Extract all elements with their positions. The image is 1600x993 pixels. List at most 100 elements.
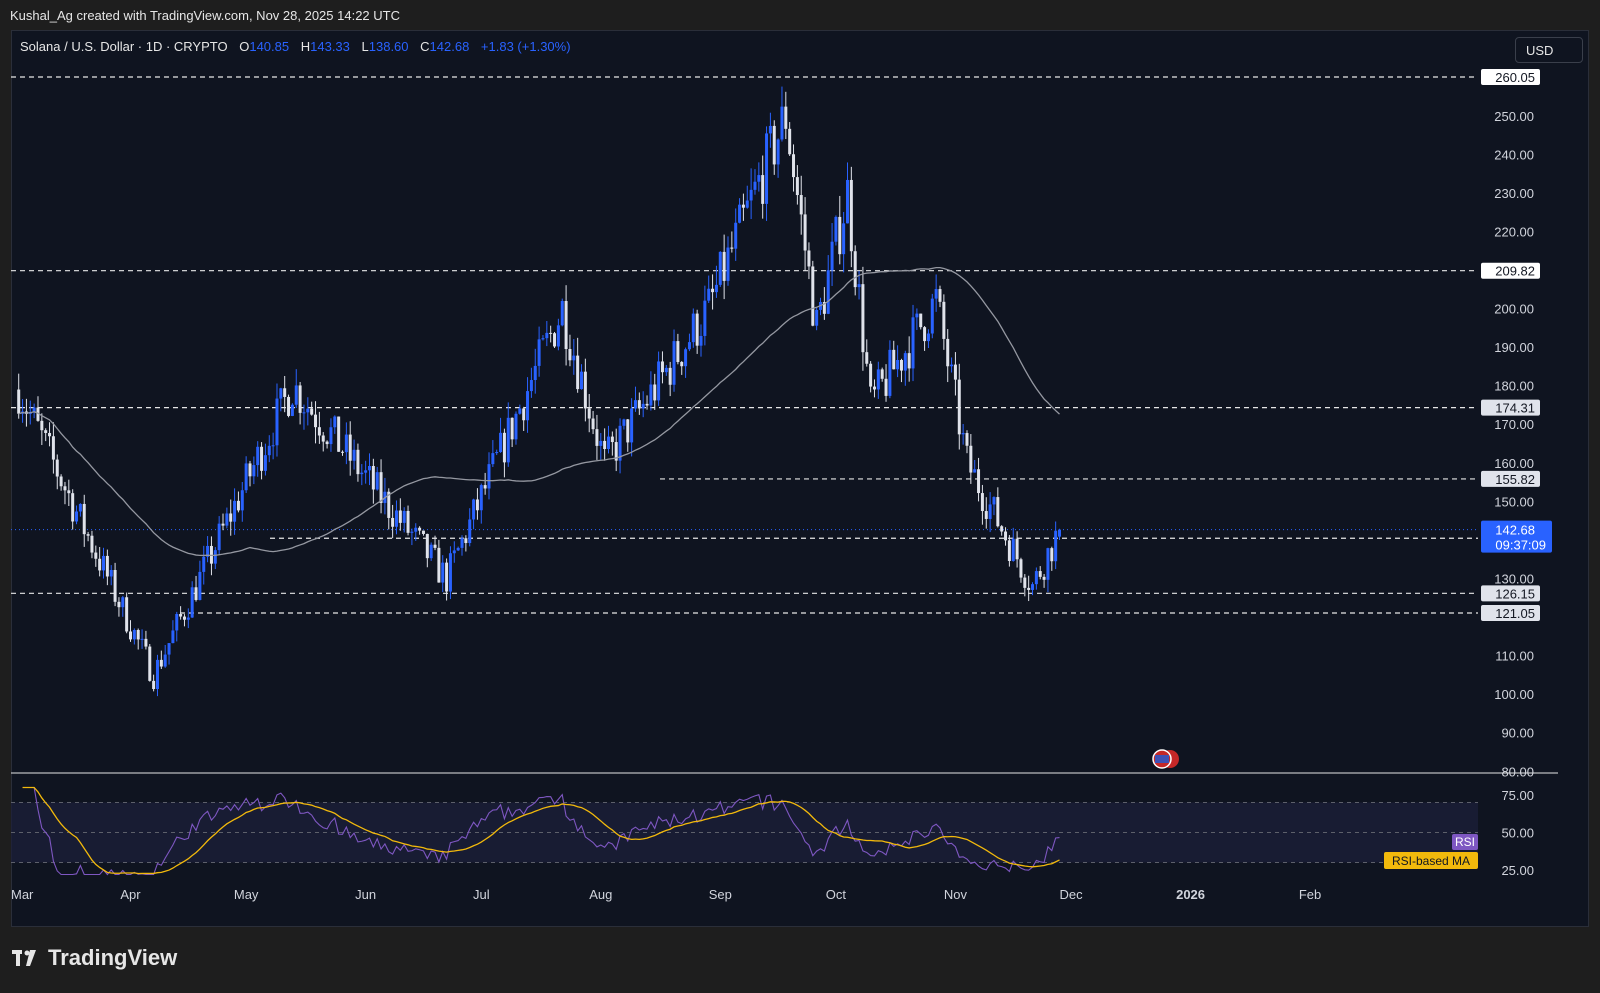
candle-body bbox=[479, 485, 483, 511]
candle-body bbox=[333, 416, 337, 428]
candle-body bbox=[861, 284, 865, 353]
candle-body bbox=[344, 434, 348, 453]
candle-body bbox=[606, 436, 610, 449]
candle-body bbox=[356, 449, 360, 475]
candle-body bbox=[1004, 531, 1008, 541]
rsi-tick: 25.00 bbox=[1501, 863, 1534, 878]
candle-body bbox=[213, 550, 217, 564]
candle-body bbox=[44, 430, 48, 433]
tradingview-logo[interactable]: TradingView bbox=[12, 945, 177, 971]
candle-body bbox=[795, 177, 799, 196]
rsi-band-fill bbox=[11, 802, 1478, 863]
candle-body bbox=[765, 133, 769, 204]
time-label: Aug bbox=[589, 887, 612, 902]
candle-body bbox=[1007, 540, 1011, 561]
candle-body bbox=[252, 465, 256, 477]
price-tick: 180.00 bbox=[1494, 379, 1534, 394]
candle-body bbox=[275, 398, 279, 446]
candle-body bbox=[317, 427, 321, 436]
candle-body bbox=[86, 534, 90, 536]
candle-body bbox=[55, 459, 59, 477]
price-tick: 240.00 bbox=[1494, 147, 1534, 162]
candle-body bbox=[668, 367, 672, 385]
us-flag-icon-canton bbox=[1155, 755, 1169, 763]
rsi-pane: RSI RSI-based MA bbox=[22, 786, 1478, 876]
candle-body bbox=[950, 364, 954, 367]
candle-body bbox=[175, 614, 179, 631]
symbol-name[interactable]: Solana / U.S. Dollar · 1D · CRYPTO bbox=[20, 39, 228, 54]
candle-body bbox=[984, 511, 988, 519]
current-price-tag bbox=[1481, 520, 1552, 553]
level-label: 121.05 bbox=[1495, 606, 1535, 621]
candle-body bbox=[263, 455, 267, 471]
candle-body bbox=[375, 472, 379, 490]
rsi-ma-line bbox=[22, 786, 1060, 875]
rsi-ma-tag-label: RSI-based MA bbox=[1392, 854, 1470, 868]
candle-body bbox=[529, 380, 533, 392]
rsi-tag bbox=[1452, 834, 1478, 850]
low-value: 138.60 bbox=[368, 39, 409, 54]
candle-body bbox=[880, 369, 884, 379]
candle-body bbox=[421, 530, 425, 534]
candle-body bbox=[537, 339, 541, 366]
close-value: 142.68 bbox=[429, 39, 470, 54]
symbol-legend: Solana / U.S. Dollar · 1D · CRYPTO O140.… bbox=[20, 39, 571, 54]
candle-body bbox=[71, 493, 75, 522]
candle-body bbox=[533, 365, 537, 381]
candle-body bbox=[626, 419, 630, 443]
time-label: Apr bbox=[120, 887, 141, 902]
candle-body bbox=[206, 545, 210, 557]
candle-body bbox=[568, 348, 572, 361]
candle-body bbox=[90, 535, 94, 553]
candle-body bbox=[876, 369, 880, 390]
candle-body bbox=[811, 266, 815, 326]
candle-body bbox=[896, 359, 900, 370]
candle-body bbox=[329, 427, 333, 445]
candle-body bbox=[159, 659, 163, 667]
candle-body bbox=[136, 629, 140, 640]
candle-body bbox=[59, 476, 63, 487]
candle-body bbox=[233, 500, 237, 522]
candle-body bbox=[452, 550, 456, 554]
candle-body bbox=[996, 497, 1000, 527]
axes: 250.00 240.00 230.00 220.00 200.00 190.00 180.… bbox=[11, 109, 1558, 902]
price-tick: 130.00 bbox=[1494, 571, 1534, 586]
candle-body bbox=[190, 587, 194, 618]
countdown-label: 09:37:09 bbox=[1495, 538, 1546, 553]
candle-body bbox=[915, 313, 919, 318]
candle-body bbox=[803, 214, 807, 251]
candle-body bbox=[337, 416, 341, 452]
candle-body bbox=[406, 510, 410, 533]
time-label: Oct bbox=[826, 887, 847, 902]
candle-body bbox=[553, 333, 557, 347]
price-tick: 150.00 bbox=[1494, 494, 1534, 509]
candle-body bbox=[67, 490, 71, 494]
candle-body bbox=[198, 571, 202, 600]
candle-body bbox=[236, 500, 240, 511]
candle-body bbox=[360, 472, 364, 475]
candle-body bbox=[730, 247, 734, 249]
candle-body bbox=[946, 338, 950, 367]
candle-body bbox=[695, 313, 699, 346]
price-tick: 250.00 bbox=[1494, 109, 1534, 124]
level-label: 155.82 bbox=[1495, 472, 1535, 487]
candle-body bbox=[113, 569, 117, 602]
candle-body bbox=[418, 527, 422, 531]
low-label: L bbox=[361, 39, 369, 54]
candle-body bbox=[599, 440, 603, 446]
candle-body bbox=[618, 425, 622, 461]
level-tag bbox=[1481, 470, 1540, 487]
candle-body bbox=[526, 391, 530, 421]
candle-body bbox=[483, 485, 487, 489]
candle-body bbox=[576, 355, 580, 390]
candle-body bbox=[830, 241, 834, 271]
candle-body bbox=[973, 469, 977, 473]
candle-body bbox=[445, 562, 449, 592]
candle-body bbox=[1046, 548, 1050, 580]
rsi-tick: 75.00 bbox=[1501, 788, 1534, 803]
currency-button[interactable]: USD bbox=[1515, 37, 1583, 63]
candle-body bbox=[907, 353, 911, 369]
candle-body bbox=[653, 384, 657, 401]
level-tag bbox=[1481, 605, 1540, 621]
